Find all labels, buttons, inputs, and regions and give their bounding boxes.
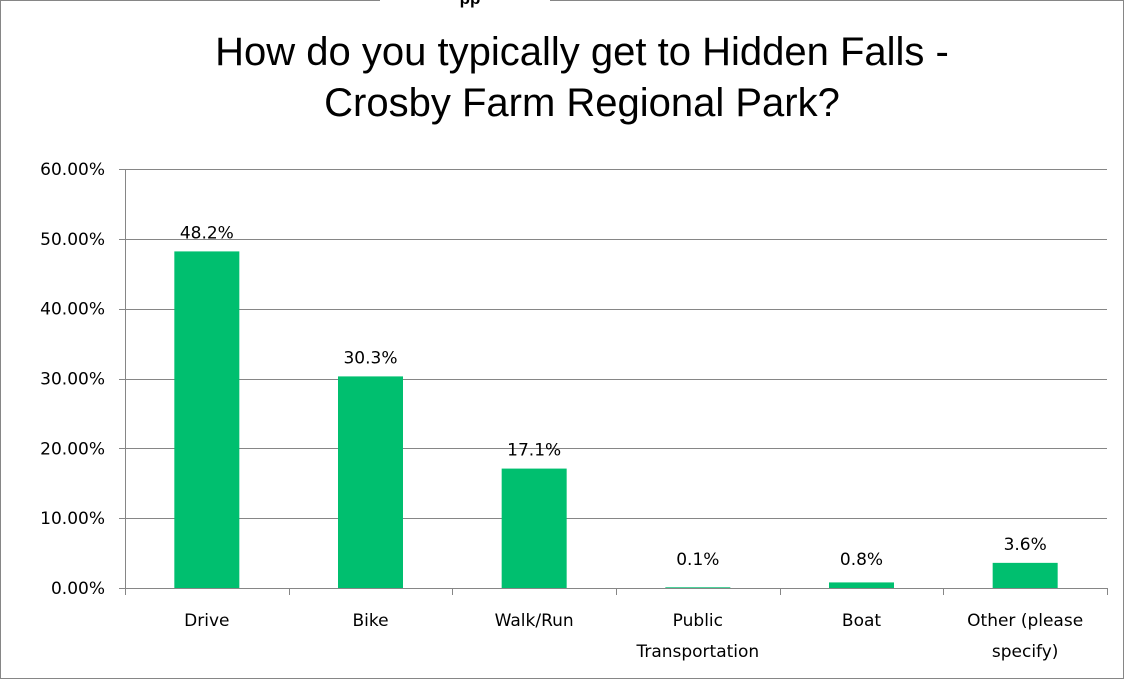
category-label: Bike [352,611,388,631]
data-labels: 48.2% 30.3% 17.1% 0.1% 0.8% 3.6% [180,223,1047,570]
y-tick-label: 0.00% [51,579,105,599]
data-label: 17.1% [507,441,561,461]
y-tick-label: 60.00% [40,160,105,180]
chart-title-line-2: Crosby Farm Regional Park? [324,81,840,125]
chart-title: How do you typically get to Hidden Falls… [215,30,949,125]
gridlines [125,169,1107,519]
data-label: 0.8% [840,550,883,570]
bar [501,468,567,588]
category-label: Public [673,611,723,631]
category-label: Drive [184,611,229,631]
category-labels: Drive Bike Walk/Run Public Transportation Boa… [184,611,1083,662]
header-fragment-text: pp [460,0,481,8]
category-label: Other (please [967,611,1083,631]
y-tick-label: 40.00% [40,300,105,320]
y-tick-label: 20.00% [40,439,105,459]
category-label: Boat [842,611,881,631]
data-label: 0.1% [676,550,719,570]
y-tick-label: 10.00% [40,509,105,529]
header-fragment-bg [380,0,550,6]
axes [119,169,1108,595]
data-label: 30.3% [343,348,397,368]
bar [174,251,240,589]
bars [174,251,1058,589]
y-tick-labels: 0.00% 10.00% 20.00% 30.00% 40.00% 50.00% 60.00… [40,160,105,599]
data-label: 48.2% [180,223,234,243]
category-label: Transportation [635,642,759,662]
bar [992,562,1058,588]
category-label: specify) [992,642,1059,662]
y-tick-label: 30.00% [40,370,105,390]
category-label: Walk/Run [495,611,574,631]
bar [829,582,894,588]
bar [665,587,731,588]
chart-title-line-1: How do you typically get to Hidden Falls… [215,30,949,74]
data-label: 3.6% [1004,535,1047,555]
bar [338,376,403,588]
y-tick-label: 50.00% [40,230,105,250]
